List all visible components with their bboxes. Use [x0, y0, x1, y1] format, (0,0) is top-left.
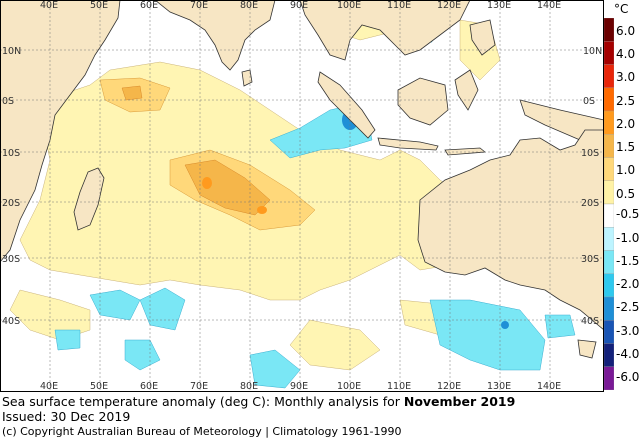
lat-label: 0S	[2, 96, 14, 107]
colorbar-swatch	[604, 366, 614, 390]
lon-label: 50E	[90, 381, 108, 392]
colorbar-label: -4.0	[616, 346, 640, 361]
colorbar-swatch	[604, 273, 614, 298]
lon-label: 90E	[290, 381, 308, 392]
india-landmass	[154, 0, 276, 71]
lon-label: 80E	[240, 0, 258, 11]
lon-label: 40E	[40, 0, 58, 11]
colorbar-swatch	[604, 41, 614, 65]
lat-label: 20S	[581, 198, 599, 209]
colorbar-label: 2.0	[616, 116, 636, 131]
lat-label: 10S	[581, 148, 599, 159]
lat-label: 40S	[2, 316, 20, 327]
lon-label: 90E	[290, 0, 308, 11]
colorbar-label: -1.5	[616, 253, 640, 268]
lat-labels-left: 10N 0S 10S 20S 30S 40S	[2, 46, 21, 327]
lon-label: 100E	[337, 0, 361, 11]
colorbar-swatch	[604, 64, 614, 88]
lat-label: 10N	[2, 46, 21, 57]
colorbar-unit: °C	[614, 2, 629, 16]
map-title: Sea surface temperature anomaly (deg C):…	[2, 394, 515, 409]
colorbar-swatch	[604, 296, 614, 321]
africa-landmass	[0, 0, 121, 263]
colorbar-swatch	[604, 180, 614, 205]
colorbar-swatch	[604, 343, 614, 367]
borneo-island	[397, 77, 449, 126]
lon-label: 130E	[487, 0, 511, 11]
colorbar-label: -1.0	[616, 230, 640, 245]
australia-landmass	[417, 129, 604, 331]
colorbar-label: 1.0	[616, 163, 636, 178]
sri-lanka-island	[241, 69, 253, 87]
lat-label: 30S	[581, 254, 599, 265]
hot-spot	[202, 177, 267, 214]
lon-label: 120E	[437, 381, 461, 392]
colorbar-label: -6.0	[616, 370, 640, 385]
map-title-text: Sea surface temperature anomaly (deg C):…	[2, 394, 404, 409]
lon-label: 110E	[387, 0, 411, 11]
lat-label: 0S	[583, 96, 595, 107]
colorbar-swatch	[604, 250, 614, 274]
map-title-period: November 2019	[403, 394, 516, 409]
colorbar-swatch	[604, 320, 614, 344]
cool-anomaly-region	[54, 27, 576, 389]
lon-label: 120E	[437, 0, 461, 11]
colorbar-swatch	[604, 203, 614, 228]
lon-labels-bottom: 40E 50E 60E 70E 80E 90E 100E 110E 120E 1…	[40, 381, 561, 392]
lon-label: 60E	[140, 381, 158, 392]
madagascar-island	[73, 167, 105, 231]
lat-label: 10S	[2, 148, 20, 159]
colorbar-label: -2.0	[616, 277, 640, 292]
graticule	[0, 0, 604, 392]
land	[0, 0, 604, 359]
colorbar-label: -3.0	[616, 323, 640, 338]
lat-label: 40S	[581, 316, 599, 327]
colorbar-label: 0.5	[616, 186, 636, 201]
lon-label: 70E	[190, 381, 208, 392]
colorbar-swatch	[604, 18, 614, 42]
lat-labels-right: 10N 0S 10S 20S 30S 40S	[581, 46, 602, 327]
lon-label: 140E	[537, 0, 561, 11]
sumatra-island	[317, 71, 376, 139]
copyright-notice: (c) Copyright Australian Bureau of Meteo…	[2, 425, 402, 438]
java-island	[377, 137, 439, 151]
lon-label: 80E	[240, 381, 258, 392]
strong-warm-region	[121, 85, 271, 216]
lat-label: 20S	[2, 198, 20, 209]
colorbar-label: 4.0	[616, 47, 636, 62]
se-asia-landmass	[299, 0, 471, 61]
lon-label: 60E	[140, 0, 158, 11]
tasmania-island	[577, 339, 597, 359]
colorbar	[604, 18, 614, 390]
issued-date: Issued: 30 Dec 2019	[2, 409, 131, 424]
colorbar-label: -2.5	[616, 300, 640, 315]
lon-labels-top: 40E 50E 60E 70E 80E 90E 100E 110E 120E 1…	[40, 0, 561, 11]
lat-label: 10N	[583, 46, 602, 57]
colorbar-label: 6.0	[616, 23, 636, 38]
colorbar-swatch	[604, 227, 614, 251]
lon-label: 100E	[337, 381, 361, 392]
lon-label: 40E	[40, 381, 58, 392]
colorbar-swatch	[604, 87, 614, 112]
sst-anomaly-map: 40E 50E 60E 70E 80E 90E 100E 110E 120E 1…	[0, 0, 604, 392]
colorbar-label: 2.5	[616, 93, 636, 108]
lon-label: 110E	[387, 381, 411, 392]
colorbar-swatch	[604, 134, 614, 158]
colorbar-label: 1.5	[616, 140, 636, 155]
lon-label: 50E	[90, 0, 108, 11]
colorbar-label: -0.5	[616, 207, 640, 222]
lon-label: 130E	[487, 381, 511, 392]
lat-label: 30S	[2, 254, 20, 265]
colorbar-swatch	[604, 110, 614, 135]
lon-label: 140E	[537, 381, 561, 392]
colorbar-label: 3.0	[616, 70, 636, 85]
colorbar-swatch	[604, 157, 614, 181]
lon-label: 70E	[190, 0, 208, 11]
